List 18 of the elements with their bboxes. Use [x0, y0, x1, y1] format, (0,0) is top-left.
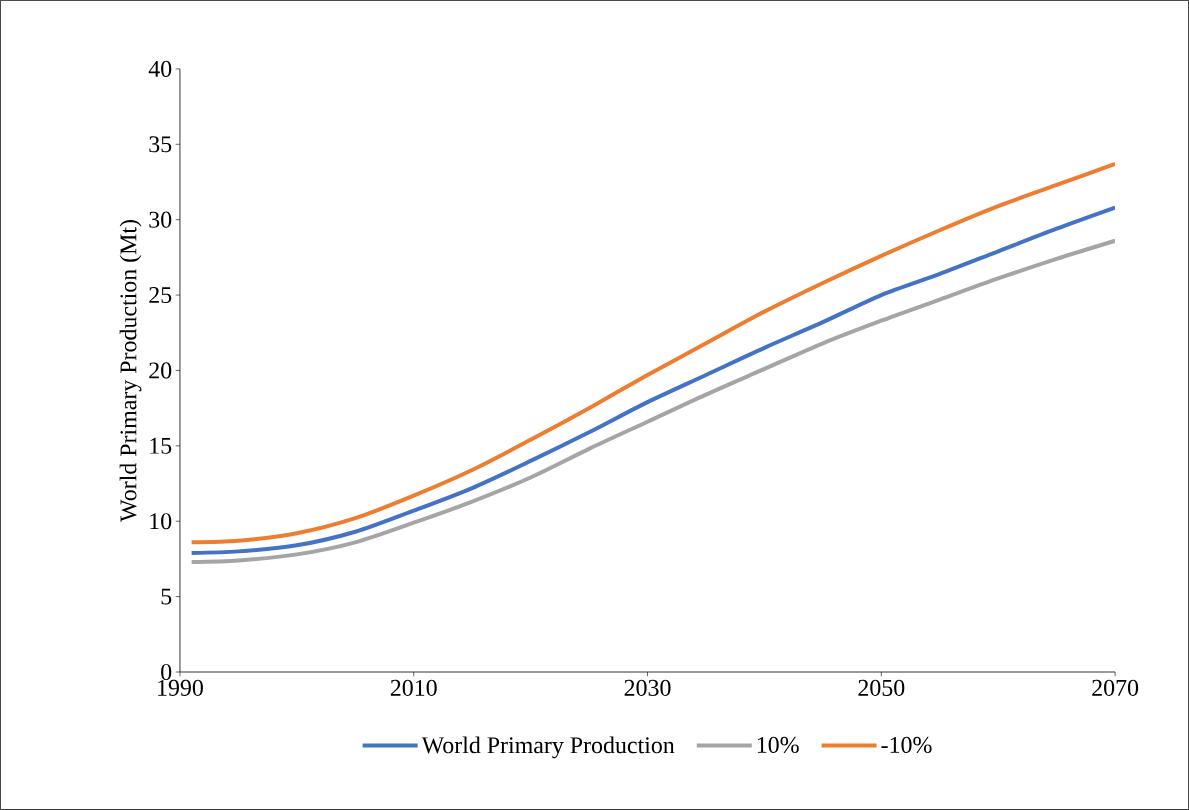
- y-axis-title: World Primary Production (Mt): [119, 220, 142, 522]
- y-tick-label: 30: [149, 211, 172, 228]
- y-tick-label: 40: [148, 60, 172, 77]
- y-tick-label: 15: [150, 437, 172, 454]
- x-tick-label: 1990: [158, 679, 203, 696]
- y-tick-label: 35: [149, 136, 172, 153]
- legend-label: World Primary Production: [421, 736, 675, 759]
- y-tick-label: 5: [161, 588, 172, 605]
- x-tick-label: 2070: [1092, 679, 1139, 696]
- x-tick-label: 2010: [390, 679, 437, 696]
- x-tick-label: 2050: [858, 679, 905, 696]
- y-tick-label: 20: [149, 362, 172, 379]
- x-tick-label: 2030: [624, 679, 671, 696]
- y-tick-label: 25: [149, 287, 172, 304]
- y-tick-label: 0: [161, 663, 172, 681]
- legend-label: -10%: [881, 736, 932, 754]
- legend-label: 10%: [757, 736, 799, 754]
- y-tick-label: 10: [150, 513, 172, 530]
